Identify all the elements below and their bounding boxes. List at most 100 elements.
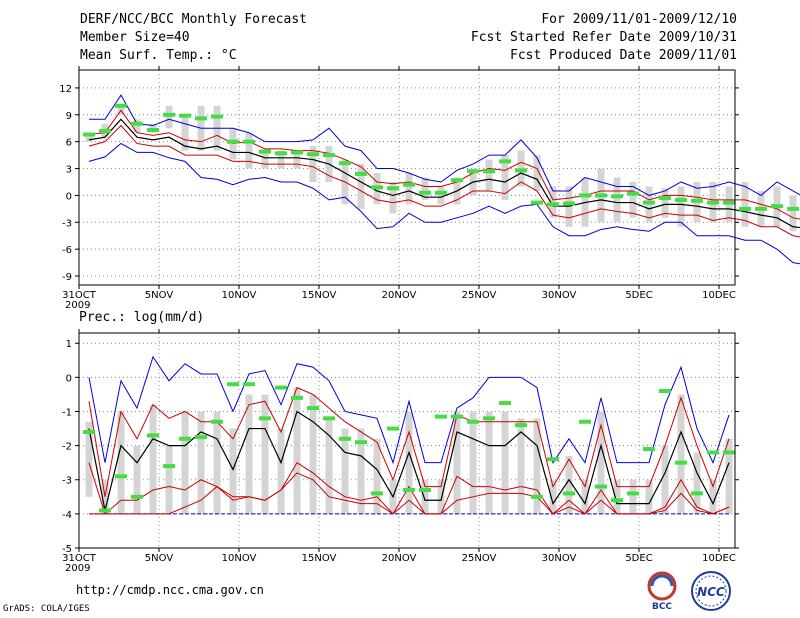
forecast-marker [515,168,527,173]
forecast-marker [99,128,111,133]
ensemble-box [85,132,93,142]
ensemble-box [725,438,733,514]
grads-credit: GrADS: COLA/IGES [3,604,90,614]
x-tick-label: 10DEC [702,553,736,564]
plot-frame [78,332,736,549]
ensemble-box [325,418,333,514]
forecast-marker [99,508,111,513]
forecast-marker [531,494,543,499]
forecast-marker [259,416,271,421]
x-tick-label: 5DEC [625,290,652,301]
forecast-marker [227,139,239,144]
ensemble-box [629,479,637,514]
series-upper-spread [88,386,730,497]
forecast-marker [163,464,175,469]
ensemble-box [421,177,429,200]
ensemble-box [389,181,397,214]
y-tick-label: 9 [66,111,72,122]
forecast-marker [547,202,559,207]
ensemble-box [693,452,701,514]
forecast-marker [563,491,575,496]
forecast-marker [323,416,335,421]
series-lower-spread [88,124,800,238]
ensemble-box [533,418,541,514]
ensemble-box [549,479,557,514]
y-tick-label: 1 [66,339,72,350]
ensemble-box [453,411,461,514]
series-min [89,94,800,197]
forecast-marker [435,190,447,195]
ensemble-box [357,164,365,209]
ncc-logo-text: NCC [697,585,725,599]
forecast-marker [243,139,255,144]
ensemble-box [245,394,253,514]
forecast-marker [595,193,607,198]
forecast-marker [307,152,319,157]
series-max [88,142,800,265]
ensemble-box [357,428,365,514]
forecast-marker [227,382,239,387]
forecast-marker [659,389,671,394]
x-tick-label: 10NOV [222,290,257,301]
x-year-label: 2009 [65,300,90,311]
forecast-marker [147,433,159,438]
forecast-marker [339,436,351,441]
ensemble-box [405,411,413,514]
ensemble-box [261,150,269,169]
ensemble-box [517,418,525,514]
x-tick-label: 25NOV [462,290,497,301]
forecast-marker [387,426,399,431]
member-size: Member Size=40 [80,30,190,45]
ensemble-box [245,132,253,169]
ensemble-box [165,105,173,129]
ensemble-box [405,173,413,205]
forecast-marker [115,474,127,479]
produced-date: Fcst Produced Date 2009/11/01 [510,48,737,63]
ensemble-box [309,394,317,514]
ensemble-box [597,411,605,514]
ensemble-box [645,479,653,514]
ensemble-box [117,411,125,514]
forecast-marker [563,201,575,206]
ncc-logo: NCC [688,570,734,616]
x-tick-label: 31OCT [62,553,97,564]
ensemble-box [709,479,717,514]
x-tick-label: 5DEC [625,553,652,564]
x-year-label: 2009 [65,563,90,574]
ensemble-box [613,479,621,514]
forecast-marker [131,494,143,499]
ensemble-box [197,411,205,514]
forecast-marker [451,178,463,183]
ensemble-box [229,428,237,514]
ensemble-box [133,119,141,133]
ensemble-box [181,411,189,514]
y-tick-label: 3 [66,165,72,176]
forecast-marker [163,112,175,117]
ensemble-box [437,479,445,514]
forecast-marker [771,204,783,209]
forecast-marker [211,419,223,424]
ensemble-box [293,387,301,514]
chart-panel-1: -9 -6 -3 0 3 6 9 12 31OCT 5NOV 10NOV 15NOV 20NOV 25NO… [59,66,800,325]
ensemble-box [485,159,493,191]
forecast-marker [115,103,127,108]
forecast-marker [403,487,415,492]
series-upper-spread [88,109,800,220]
forecast-marker [83,132,95,137]
ensemble-box [277,150,285,169]
ensemble-box [421,479,429,514]
x-tick-label: 20NOV [382,553,417,564]
forecast-marker [451,414,463,419]
variable2-title: Prec.: log(mm/d) [79,310,204,325]
x-tick-label: 10NOV [222,553,257,564]
ensemble-box [661,188,669,218]
forecast-marker [611,498,623,503]
forecast-marker [627,191,639,196]
refer-date: Fcst Started Refer Date 2009/10/31 [470,30,737,45]
ensemble-box [341,428,349,514]
ensemble-box [501,155,509,200]
footer-url[interactable]: http://cmdp.ncc.cma.gov.cn [76,583,264,597]
forecast-marker [675,460,687,465]
ensemble-box [437,186,445,205]
series-max [88,355,730,465]
